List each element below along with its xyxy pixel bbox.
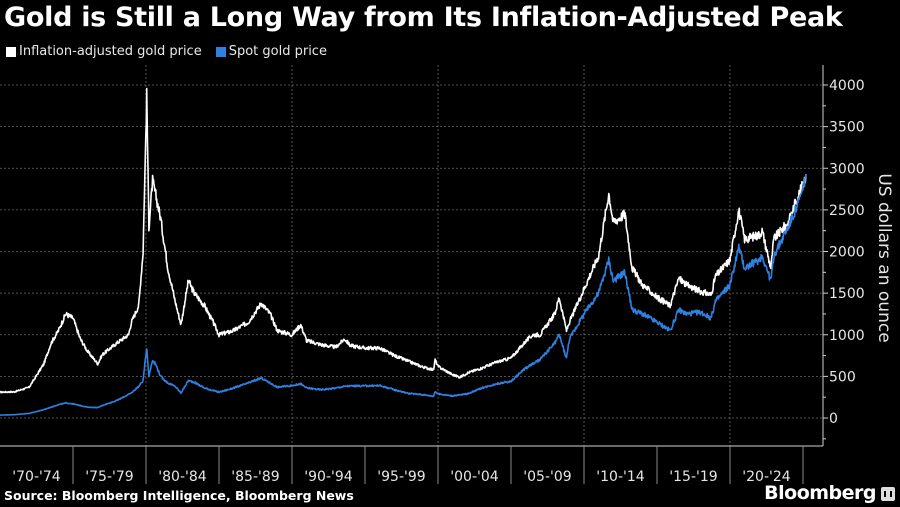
x-tick-label: '70-'74 [12, 469, 60, 485]
source-note: Source: Bloomberg Intelligence, Bloomber… [4, 488, 354, 503]
x-tick-label: '80-'84 [158, 469, 206, 485]
legend: Inflation-adjusted gold price Spot gold … [6, 44, 327, 59]
y-tick-label: 4000 [829, 78, 865, 94]
axes [0, 65, 828, 484]
legend-label-spot: Spot gold price [228, 44, 327, 59]
y-tick-label: 1000 [829, 328, 865, 344]
y-axis-title: US dollars an ounce [874, 173, 894, 342]
x-tick-label: '05-'09 [523, 469, 571, 485]
series-lines [0, 87, 807, 416]
y-tick-label: 0 [829, 411, 838, 427]
y-tick-label: 500 [829, 369, 856, 385]
y-tick-label: 3000 [829, 161, 865, 177]
y-tick-label: 2500 [829, 203, 865, 219]
legend-item-spot: Spot gold price [215, 44, 327, 59]
x-tick-label: '75-'79 [85, 469, 133, 485]
y-tick-label: 3500 [829, 120, 865, 136]
y-tick-label: 1500 [829, 286, 865, 302]
x-tick-label: '95-'99 [377, 469, 425, 485]
legend-item-inflation-adjusted: Inflation-adjusted gold price [6, 44, 202, 59]
x-tick-label: '10-'14 [596, 469, 644, 485]
gridlines [0, 65, 823, 446]
series-line-inflation-adjusted [0, 87, 807, 394]
legend-swatch-spot [215, 46, 226, 57]
bloomberg-logo: Bloomberg [764, 482, 876, 504]
series-line-spot [0, 173, 807, 416]
legend-swatch-inflation-adjusted [6, 46, 16, 57]
y-tick-label: 2000 [829, 245, 865, 261]
chart-icon [881, 487, 895, 501]
y-axis-labels: 0 500 1000 1500 2000 2500 3000 3500 4000 [829, 78, 865, 427]
x-tick-label: '90-'94 [304, 469, 352, 485]
x-tick-label: '15-'19 [669, 469, 717, 485]
chart-title: Gold is Still a Long Way from Its Inflat… [4, 2, 843, 33]
x-tick-label: '00-'04 [450, 469, 498, 485]
x-axis-labels: '70-'74 '75-'79 '80-'84 '85-'89 '90-'94 '95-'… [12, 469, 790, 485]
x-tick-label: '20-'24 [742, 469, 790, 485]
x-tick-label: '85-'89 [231, 469, 279, 485]
legend-label-inflation-adjusted: Inflation-adjusted gold price [19, 44, 202, 59]
